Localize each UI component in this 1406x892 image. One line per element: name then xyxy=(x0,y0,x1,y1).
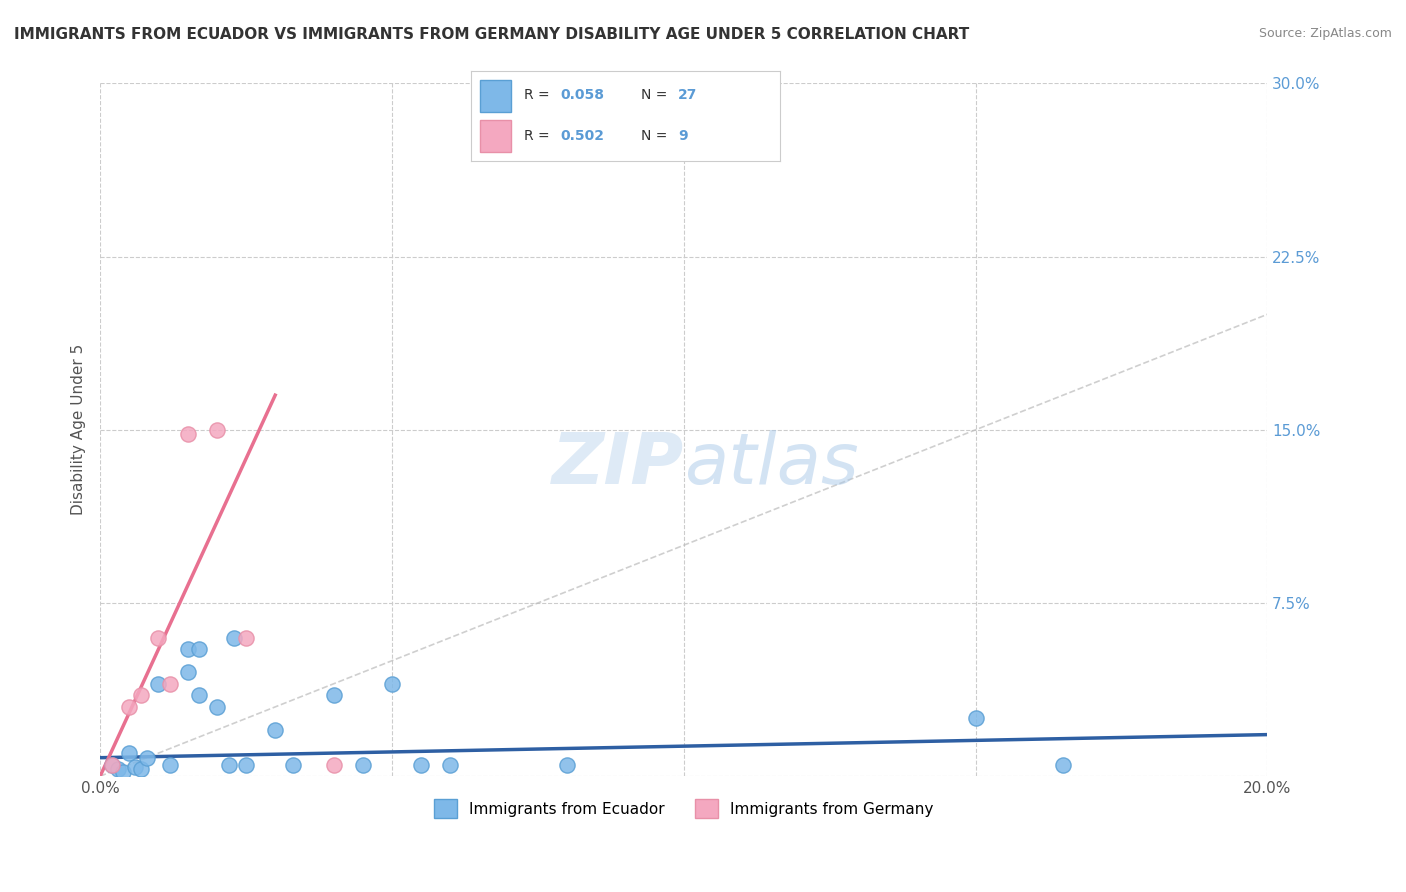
Point xyxy=(112,764,135,779)
Point xyxy=(101,757,124,772)
Point xyxy=(159,757,181,772)
Point xyxy=(118,699,141,714)
Point xyxy=(124,760,146,774)
Point xyxy=(224,631,246,645)
Point xyxy=(129,689,152,703)
Point xyxy=(322,689,344,703)
Text: N =: N = xyxy=(641,88,672,103)
Point xyxy=(107,762,129,776)
Point xyxy=(411,757,433,772)
Text: atlas: atlas xyxy=(683,430,858,499)
Text: 9: 9 xyxy=(678,128,688,143)
Point xyxy=(281,757,304,772)
Point xyxy=(381,677,404,691)
Text: Source: ZipAtlas.com: Source: ZipAtlas.com xyxy=(1258,27,1392,40)
Point xyxy=(148,631,170,645)
Point xyxy=(439,757,461,772)
Point xyxy=(322,757,344,772)
Point xyxy=(352,757,374,772)
Point xyxy=(188,642,211,657)
Point xyxy=(148,677,170,691)
Text: 0.502: 0.502 xyxy=(561,128,605,143)
Text: R =: R = xyxy=(523,128,554,143)
Text: R =: R = xyxy=(523,88,554,103)
Point xyxy=(176,642,198,657)
Point xyxy=(264,723,287,737)
Point xyxy=(965,711,987,725)
Point xyxy=(235,757,257,772)
Point xyxy=(205,699,228,714)
Text: ZIP: ZIP xyxy=(551,430,683,499)
Y-axis label: Disability Age Under 5: Disability Age Under 5 xyxy=(72,344,86,516)
Text: N =: N = xyxy=(641,128,672,143)
Point xyxy=(218,757,240,772)
Point xyxy=(129,762,152,776)
Point xyxy=(176,665,198,680)
Text: 27: 27 xyxy=(678,88,697,103)
FancyBboxPatch shape xyxy=(481,80,512,112)
Point xyxy=(1052,757,1074,772)
Point xyxy=(101,757,124,772)
Point xyxy=(135,750,157,764)
Text: IMMIGRANTS FROM ECUADOR VS IMMIGRANTS FROM GERMANY DISABILITY AGE UNDER 5 CORREL: IMMIGRANTS FROM ECUADOR VS IMMIGRANTS FR… xyxy=(14,27,969,42)
Point xyxy=(188,689,211,703)
Legend: Immigrants from Ecuador, Immigrants from Germany: Immigrants from Ecuador, Immigrants from… xyxy=(427,793,939,824)
Point xyxy=(176,427,198,442)
Text: 0.058: 0.058 xyxy=(561,88,605,103)
Point xyxy=(118,746,141,760)
Point xyxy=(159,677,181,691)
Point xyxy=(555,757,578,772)
Point xyxy=(205,423,228,437)
Point xyxy=(235,631,257,645)
FancyBboxPatch shape xyxy=(481,120,512,152)
